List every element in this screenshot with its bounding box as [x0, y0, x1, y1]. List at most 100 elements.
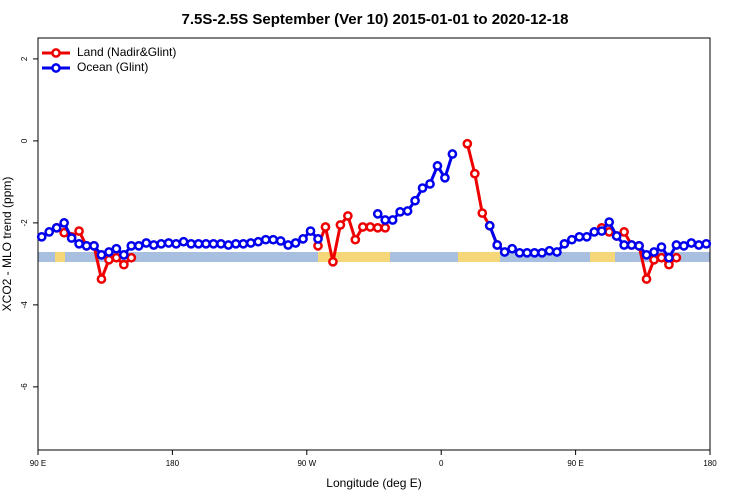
data-point [656, 242, 667, 252]
legend-marker [51, 63, 61, 73]
data-point [529, 247, 540, 258]
data-point [36, 231, 47, 242]
data-point [649, 254, 659, 265]
data-point [507, 243, 517, 254]
data-point [141, 238, 152, 248]
legend-marker [51, 48, 61, 58]
data-point [320, 222, 331, 232]
data-point [119, 250, 129, 260]
data-point [298, 234, 308, 244]
x-tick-label: 0 [439, 459, 444, 468]
data-point [596, 226, 607, 236]
data-point [365, 222, 376, 232]
legend: Land (Nadir&Glint)Ocean (Glint) [42, 45, 176, 74]
data-point [104, 247, 114, 257]
data-point [126, 252, 137, 263]
data-point [664, 252, 674, 263]
data-point [96, 250, 107, 260]
data-point [313, 234, 323, 244]
data-point [126, 240, 137, 251]
data-point [604, 217, 615, 227]
data-point [357, 222, 368, 232]
data-point [410, 195, 420, 206]
data-point [552, 247, 562, 257]
data-point [626, 240, 637, 250]
data-point [305, 226, 316, 236]
legend-label: Ocean (Glint) [77, 60, 148, 74]
data-point [484, 220, 495, 231]
data-point [283, 240, 293, 250]
data-point [290, 238, 301, 248]
data-point [567, 234, 577, 245]
data-point [275, 236, 286, 246]
data-point [104, 254, 114, 265]
data-point [380, 215, 391, 225]
data-point [89, 240, 99, 251]
y-tick-label: -6 [20, 383, 29, 391]
data-point [74, 226, 84, 236]
data-point [148, 240, 159, 250]
data-point [686, 238, 697, 248]
data-point [619, 227, 629, 237]
data-point [372, 222, 383, 233]
data-point [208, 238, 219, 249]
data-point [245, 238, 256, 248]
data-point [335, 220, 346, 230]
data-point [619, 240, 629, 250]
x-axis-label: Longitude (deg E) [326, 476, 421, 490]
data-point [178, 236, 189, 247]
data-point [641, 274, 652, 284]
data-point [253, 236, 264, 247]
data-point [81, 240, 92, 251]
data-point [350, 234, 361, 245]
data-point [238, 238, 249, 249]
data-point [469, 168, 480, 179]
map-strip [38, 252, 710, 262]
data-point [44, 227, 55, 237]
data-point [462, 138, 473, 149]
data-point [59, 218, 69, 228]
data-point [380, 222, 391, 233]
data-point [231, 238, 241, 249]
data-point [537, 247, 547, 258]
data-point [74, 238, 84, 249]
data-point [395, 206, 405, 217]
data-point [492, 240, 503, 250]
data-point [559, 238, 570, 249]
data-point [634, 240, 644, 251]
data-point [611, 231, 622, 241]
data-point [649, 247, 659, 257]
legend-label: Land (Nadir&Glint) [77, 45, 176, 59]
x-tick-label: 180 [166, 459, 180, 468]
x-tick-label: 90 E [30, 459, 46, 468]
data-point [372, 209, 383, 219]
data-point [447, 149, 458, 159]
data-point [66, 233, 77, 243]
data-point [581, 231, 592, 242]
y-axis-label: XCO2 - MLO trend (ppm) [0, 177, 14, 312]
data-point [589, 227, 600, 237]
data-point [656, 252, 667, 263]
data-point [186, 238, 196, 249]
data-point [51, 222, 62, 233]
data-point [387, 215, 398, 225]
data-point [223, 240, 234, 250]
y-tick-label: -2 [20, 219, 29, 227]
data-point [671, 252, 682, 263]
data-point [96, 274, 107, 284]
data-point [693, 240, 704, 250]
y-tick-label: 0 [20, 138, 29, 143]
data-point [477, 208, 488, 218]
data-point [402, 206, 413, 216]
chart-title: 7.5S-2.5S September (Ver 10) 2015-01-01 … [182, 11, 569, 28]
data-point [514, 247, 525, 258]
x-tick-label: 90 W [297, 459, 316, 468]
x-tick-label: 180 [703, 459, 717, 468]
data-point [641, 250, 652, 260]
data-point [163, 238, 174, 248]
data-point [432, 161, 443, 171]
data-point [268, 234, 279, 245]
data-point [111, 243, 122, 254]
data-point [522, 247, 532, 258]
